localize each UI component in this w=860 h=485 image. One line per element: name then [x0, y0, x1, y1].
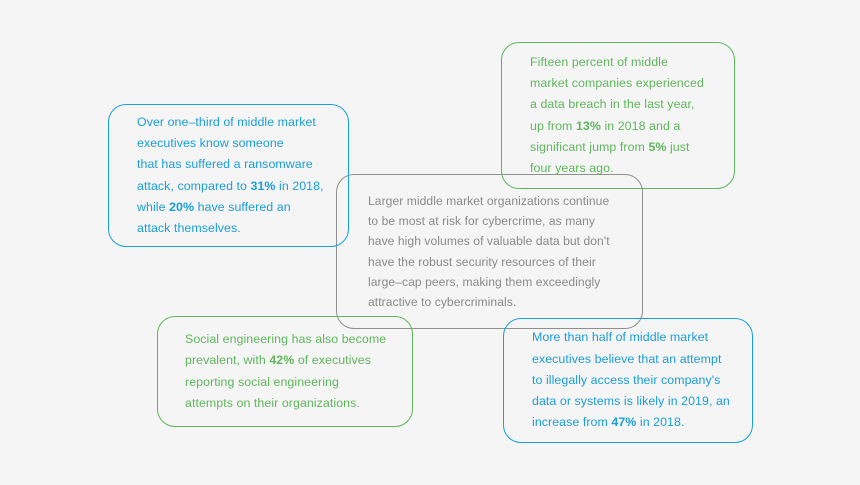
callout-ransomware-text: Over one–third of middle market executiv… — [137, 114, 324, 236]
callout-larger-organizations-text: Larger middle market organizations conti… — [368, 193, 610, 310]
callout-data-breach-text: Fifteen percent of middle market compani… — [530, 54, 704, 176]
callout-illegal-access: More than half of middle market executiv… — [503, 318, 753, 443]
callout-illegal-access-text: More than half of middle market executiv… — [532, 330, 730, 430]
callout-ransomware: Over one–third of middle market executiv… — [108, 104, 349, 247]
callout-larger-organizations: Larger middle market organizations conti… — [336, 174, 643, 329]
callout-social-engineering: Social engineering has also become preva… — [157, 316, 413, 427]
callout-data-breach: Fifteen percent of middle market compani… — [501, 42, 735, 189]
callout-social-engineering-text: Social engineering has also become preva… — [185, 331, 387, 410]
